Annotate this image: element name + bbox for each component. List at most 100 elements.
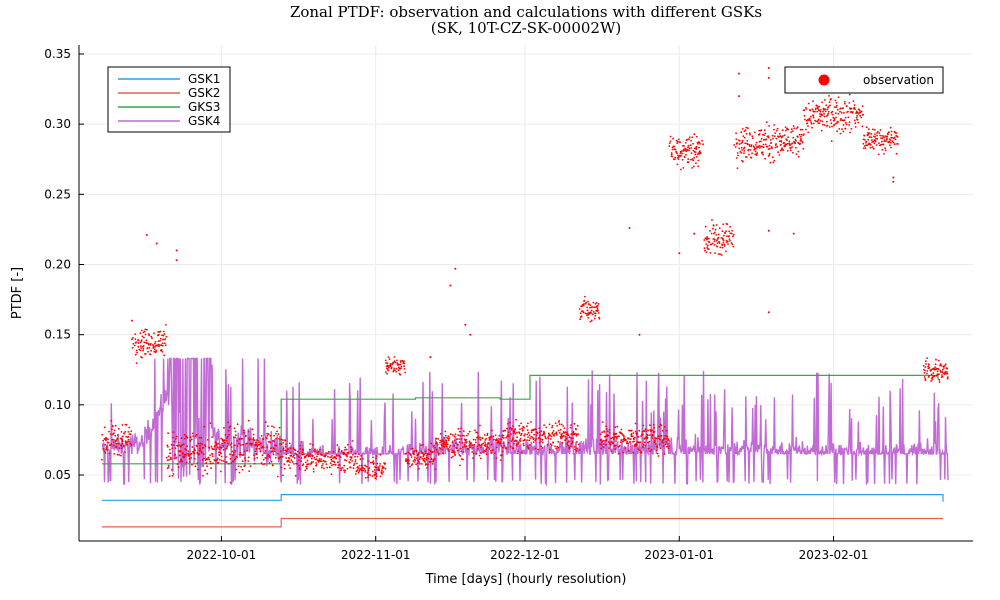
- observation-point: [738, 72, 740, 75]
- observation-point: [707, 248, 710, 251]
- x-tick-label: 2022-11-01: [341, 548, 411, 562]
- observation-point: [109, 433, 112, 435]
- observation-point: [788, 140, 791, 143]
- observation-point: [772, 137, 774, 140]
- observation-point: [233, 436, 235, 439]
- observation-point: [839, 107, 842, 110]
- observation-point: [853, 104, 856, 106]
- observation-point: [406, 461, 409, 464]
- observation-point: [483, 434, 486, 436]
- observation-point: [464, 323, 467, 326]
- observation-point: [735, 132, 737, 135]
- observation-point: [104, 443, 107, 446]
- observation-point: [890, 130, 893, 133]
- observation-point: [193, 448, 196, 451]
- observation-point: [426, 467, 428, 469]
- observation-point: [161, 342, 164, 345]
- observation-point: [606, 430, 609, 433]
- observation-point: [106, 448, 109, 451]
- observation-point: [786, 142, 789, 145]
- observation-point: [674, 156, 677, 159]
- observation-point: [229, 453, 231, 456]
- observation-point: [930, 373, 933, 376]
- observation-point: [234, 444, 236, 447]
- observation-point: [236, 423, 239, 426]
- observation-point: [890, 146, 892, 149]
- observation-point: [343, 459, 346, 461]
- observation-point: [729, 240, 731, 242]
- observation-point: [239, 452, 242, 454]
- observation-point: [275, 444, 278, 447]
- observation-point: [877, 130, 879, 133]
- observation-point: [442, 440, 445, 443]
- observation-point: [327, 455, 329, 458]
- observation-point: [532, 441, 535, 444]
- observation-point: [837, 121, 839, 123]
- observation-point: [227, 429, 230, 432]
- observation-point: [132, 337, 134, 339]
- observation-point: [467, 448, 469, 451]
- observation-point: [476, 448, 479, 450]
- observation-point: [353, 463, 356, 465]
- observation-point: [288, 457, 291, 460]
- observation-point: [312, 444, 314, 446]
- observation-point: [130, 319, 133, 322]
- observation-point: [202, 446, 205, 449]
- observation-point: [175, 456, 178, 459]
- observation-point: [330, 473, 333, 475]
- observation-point: [240, 453, 243, 456]
- observation-point: [399, 361, 402, 363]
- observation-point: [435, 437, 438, 440]
- observation-point: [146, 347, 149, 349]
- observation-point: [541, 441, 544, 444]
- observation-point: [663, 453, 666, 455]
- observation-point: [409, 465, 411, 468]
- observation-point: [850, 127, 853, 130]
- observation-point: [937, 359, 940, 362]
- observation-point: [526, 425, 528, 427]
- observation-point: [736, 167, 739, 170]
- observation-point: [351, 460, 353, 462]
- observation-point: [288, 464, 290, 466]
- observation-point: [727, 243, 729, 246]
- observation-point: [734, 146, 737, 148]
- observation-point: [800, 135, 802, 138]
- observation-point: [105, 439, 107, 442]
- observation-point: [628, 438, 630, 440]
- observation-point: [488, 448, 491, 450]
- observation-point: [764, 132, 767, 135]
- observation-point: [944, 363, 947, 366]
- observation-point: [820, 129, 823, 132]
- observation-point: [878, 142, 880, 145]
- observation-point: [614, 444, 617, 447]
- observation-point: [262, 438, 265, 440]
- observation-point: [530, 421, 532, 423]
- observation-point: [597, 312, 600, 314]
- observation-point: [811, 108, 814, 111]
- observation-point: [625, 439, 628, 441]
- observation-point: [308, 463, 310, 465]
- observation-point: [760, 129, 763, 132]
- observation-point: [567, 440, 570, 442]
- observation-point: [467, 433, 470, 435]
- observation-point: [210, 467, 213, 470]
- observation-point: [192, 435, 195, 437]
- observation-point: [523, 434, 526, 437]
- observation-point: [692, 142, 694, 145]
- observation-point: [629, 438, 632, 440]
- observation-point: [267, 453, 270, 456]
- observation-point: [107, 438, 109, 441]
- observation-point: [781, 129, 784, 132]
- observation-point: [761, 151, 764, 154]
- observation-point: [356, 455, 359, 458]
- observation-point: [273, 440, 276, 443]
- observation-point: [522, 429, 524, 431]
- observation-point: [425, 455, 428, 457]
- observation-point: [282, 447, 285, 450]
- observation-point: [248, 439, 251, 441]
- observation-point: [519, 428, 521, 430]
- observation-point: [867, 128, 870, 131]
- observation-point: [252, 433, 255, 436]
- observation-point: [724, 232, 726, 235]
- observation-point: [164, 344, 167, 346]
